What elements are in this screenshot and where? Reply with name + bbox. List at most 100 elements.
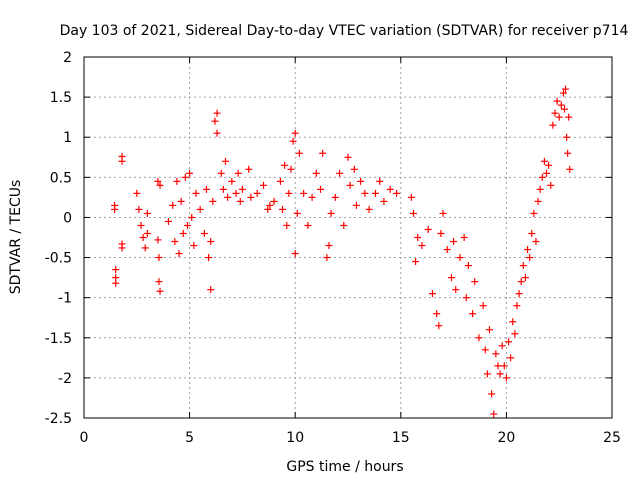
x-tick-label: 10	[286, 430, 304, 446]
data-point	[481, 346, 489, 354]
data-point	[202, 185, 210, 193]
data-point	[156, 287, 164, 295]
data-point	[232, 189, 240, 197]
data-point	[557, 101, 565, 109]
data-point	[111, 205, 119, 213]
data-point	[173, 177, 181, 185]
y-axis-label: SDTVAR / TECUs	[8, 180, 24, 295]
data-point	[555, 113, 563, 121]
data-point	[300, 189, 308, 197]
data-point	[192, 189, 200, 197]
data-point	[118, 244, 126, 252]
data-point	[137, 221, 145, 229]
data-point	[460, 234, 468, 241]
y-tick-label: -2	[58, 371, 72, 387]
data-point	[266, 201, 274, 209]
data-point	[224, 193, 232, 201]
data-point	[181, 173, 189, 181]
data-point	[450, 238, 458, 246]
data-point	[331, 193, 339, 201]
data-point	[155, 278, 163, 286]
data-point	[519, 262, 527, 270]
data-point	[217, 169, 225, 177]
data-point	[213, 109, 221, 117]
data-point	[414, 234, 422, 241]
data-point	[319, 149, 327, 157]
data-point	[352, 201, 360, 209]
data-point	[323, 254, 331, 262]
data-point	[361, 189, 369, 197]
data-point	[500, 362, 508, 370]
data-point	[207, 238, 215, 246]
data-point	[112, 266, 120, 274]
x-tick-label: 5	[185, 430, 194, 446]
data-point	[205, 254, 213, 262]
data-point	[498, 342, 506, 350]
data-point	[386, 185, 394, 193]
data-point	[393, 189, 401, 197]
data-point	[509, 318, 517, 326]
data-point	[559, 89, 567, 97]
data-point	[502, 374, 510, 382]
data-point	[234, 169, 242, 177]
data-point	[452, 286, 460, 294]
data-point	[213, 129, 221, 137]
data-point	[534, 197, 542, 205]
x-tick-label: 25	[603, 430, 621, 446]
data-point	[507, 354, 515, 362]
data-point	[540, 157, 548, 165]
data-point	[549, 121, 557, 129]
data-point	[186, 169, 194, 177]
data-point	[563, 133, 571, 141]
data-point	[424, 225, 432, 233]
data-point	[291, 129, 299, 137]
data-point	[515, 290, 523, 298]
data-point	[553, 97, 561, 105]
grid-lines	[84, 57, 612, 418]
data-point	[350, 165, 358, 173]
y-tick-label: 0	[63, 210, 72, 226]
data-point	[281, 161, 289, 169]
data-point	[317, 185, 325, 193]
data-point	[566, 165, 574, 173]
data-point	[380, 197, 388, 205]
data-point	[291, 250, 299, 258]
data-point	[536, 185, 544, 193]
data-point	[344, 153, 352, 161]
data-point	[209, 197, 217, 205]
data-points	[111, 85, 574, 418]
data-point	[154, 177, 162, 185]
data-point	[141, 244, 149, 252]
data-point	[435, 322, 443, 330]
data-point	[156, 181, 164, 189]
data-point	[528, 229, 536, 237]
data-point	[464, 262, 472, 270]
data-point	[505, 338, 513, 346]
data-point	[340, 221, 348, 229]
data-point	[211, 117, 219, 125]
data-point	[312, 169, 320, 177]
data-point	[112, 279, 120, 287]
data-point	[526, 254, 534, 262]
data-point	[133, 189, 141, 197]
data-point	[490, 410, 498, 418]
data-point	[551, 109, 559, 117]
data-point	[447, 274, 455, 282]
data-point	[260, 181, 268, 189]
y-tick-label: -1.5	[45, 331, 72, 347]
data-point	[228, 177, 236, 185]
data-point	[456, 254, 464, 262]
data-point	[511, 330, 519, 338]
data-point	[245, 165, 253, 173]
data-point	[524, 246, 532, 254]
data-point	[169, 201, 177, 209]
data-point	[545, 161, 553, 169]
data-point	[565, 113, 573, 121]
data-point	[471, 278, 479, 286]
y-tick-label: -2.5	[45, 411, 72, 427]
y-tick-label: 0.5	[50, 170, 72, 186]
axis-ticks: 0 5 10 15 20 25 -2.5 -2 -1.5 -1 -0.5 0 0.5 1 1.5 2	[45, 50, 621, 446]
data-point	[409, 209, 417, 217]
data-point	[564, 149, 572, 157]
